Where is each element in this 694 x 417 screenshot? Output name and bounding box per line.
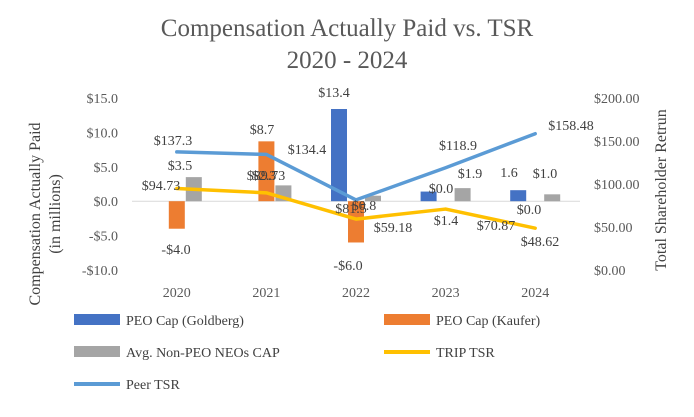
plot-area: $15.0 $10.0 $5.0 $0.0 -$5.0 -$10.0 $200.00 $150… (82, 86, 640, 301)
bar-0-2022 (331, 109, 347, 202)
data-label: $70.87 (477, 219, 516, 234)
legend-swatch-2 (74, 346, 120, 357)
legend-label-4: Peer TSR (126, 378, 180, 393)
legend-swatch-1 (384, 314, 430, 325)
data-label: $8.7 (250, 123, 275, 138)
y-left-tick-label: -$10.0 (82, 264, 118, 279)
bar-2-2022 (365, 195, 381, 202)
data-label: $118.9 (439, 139, 477, 154)
y-right-tick-label: $100.00 (594, 178, 640, 193)
y-axis-right-title-text: Total Shareholder Retrun (653, 109, 670, 271)
line-peer-tsr (175, 131, 537, 202)
y-right-tick-label: $200.00 (594, 92, 640, 107)
y-left-tick-label: $5.0 (94, 161, 119, 176)
data-label: $13.4 (318, 86, 350, 101)
data-label: -$6.0 (333, 259, 362, 274)
data-label: $48.62 (521, 235, 560, 250)
data-label: -$4.0 (161, 243, 190, 258)
line-trip-tsr (175, 186, 537, 230)
data-label: $134.4 (288, 143, 327, 158)
y-left-tick-label: $10.0 (87, 126, 119, 141)
data-label: $59.18 (374, 221, 413, 236)
y-axis-left-title: Compensation Actually Paid (in millions) (27, 122, 64, 305)
y-axis-left-title-line2: (in millions) (47, 174, 64, 254)
chart-title-line2: 2020 - 2024 (287, 47, 408, 74)
legend: PEO Cap (Goldberg) PEO Cap (Kaufer) Avg. N… (74, 314, 541, 393)
data-label: 1.6 (500, 166, 518, 181)
y-right-tick-label: $0.00 (594, 264, 626, 279)
y-left-tick-label: -$5.0 (89, 230, 118, 245)
legend-swatch-0 (74, 314, 120, 325)
y-right-tick-label: $150.00 (594, 135, 640, 150)
data-label: $1.4 (434, 214, 459, 229)
legend-label-2: Avg. Non-PEO NEOs CAP (126, 346, 280, 361)
x-tick-label: 2020 (163, 286, 191, 301)
y-left-tick-label: $15.0 (87, 92, 119, 107)
legend-label-3: TRIP TSR (436, 346, 495, 361)
x-tick-label: 2024 (521, 286, 549, 301)
bar-1-2022 (348, 201, 364, 243)
data-label: $94.73 (142, 179, 181, 194)
chart-title-line1: Compensation Actually Paid vs. TSR (161, 15, 534, 42)
data-label: $1.9 (458, 167, 483, 182)
data-label: $0.0 (517, 203, 542, 218)
data-label: $137.3 (154, 134, 193, 149)
data-label: $158.48 (548, 119, 594, 134)
x-tick-label: 2023 (432, 286, 460, 301)
y-axis-left-title-line1: Compensation Actually Paid (27, 122, 44, 305)
data-label: $1.0 (533, 167, 558, 182)
x-tick-label: 2021 (252, 286, 280, 301)
legend-label-0: PEO Cap (Goldberg) (126, 314, 244, 329)
legend-label-1: PEO Cap (Kaufer) (436, 314, 541, 329)
data-label: $0.8 (352, 199, 377, 214)
y-axis-right-title: Total Shareholder Retrun (653, 109, 670, 271)
data-label: $81.5 (335, 202, 367, 217)
y-right-tick-label: $50.00 (594, 221, 633, 236)
y-left-tick-label: $0.0 (94, 195, 119, 210)
bar-1-2020 (168, 201, 185, 229)
bar-2-2023 (454, 188, 471, 202)
data-label: $2.3 (252, 169, 277, 184)
bar-2-2024 (544, 194, 561, 202)
data-label: $0.0 (429, 182, 454, 197)
data-label: $89.73 (247, 169, 286, 184)
x-tick-label: 2022 (342, 286, 370, 301)
bar-0-2024 (510, 190, 527, 202)
data-label: $3.5 (168, 159, 193, 174)
bar-0-2023 (420, 191, 437, 202)
